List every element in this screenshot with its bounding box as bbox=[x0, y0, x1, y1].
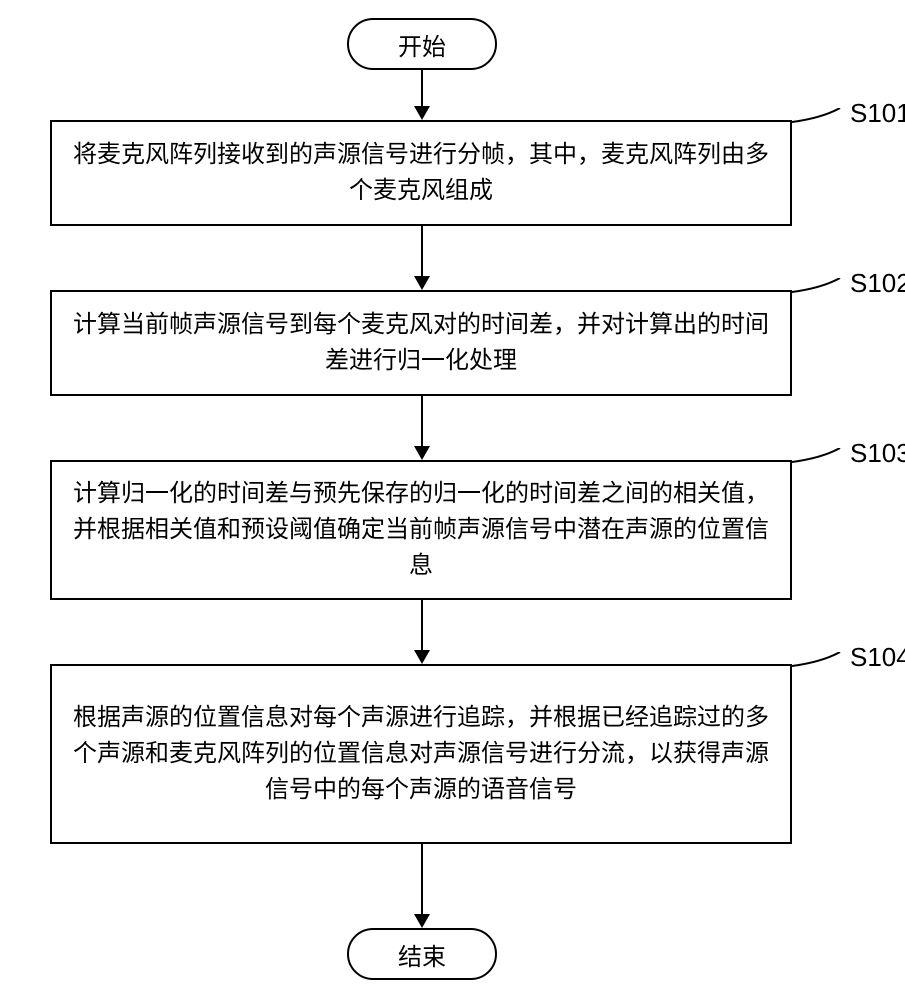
arrow-1 bbox=[421, 70, 423, 108]
connector-s104 bbox=[792, 652, 852, 692]
connector-s102 bbox=[792, 278, 852, 318]
arrow-1-head bbox=[414, 106, 430, 120]
start-terminal: 开始 bbox=[347, 18, 497, 70]
label-s102: S102 bbox=[850, 268, 905, 299]
arrow-3-head bbox=[414, 446, 430, 460]
process-s101-text: 将麦克风阵列接收到的声源信号进行分帧，其中，麦克风阵列由多个麦克风组成 bbox=[72, 137, 770, 209]
process-s102-text: 计算当前帧声源信号到每个麦克风对的时间差，并对计算出的时间差进行归一化处理 bbox=[72, 307, 770, 379]
label-s103: S103 bbox=[850, 438, 905, 469]
process-s104-text: 根据声源的位置信息对每个声源进行追踪，并根据已经追踪过的多个声源和麦克风阵列的位… bbox=[72, 700, 770, 808]
label-s104: S104 bbox=[850, 642, 905, 673]
end-terminal: 结束 bbox=[347, 928, 497, 980]
connector-s101 bbox=[792, 108, 852, 148]
flowchart-container: 开始 将麦克风阵列接收到的声源信号进行分帧，其中，麦克风阵列由多个麦克风组成 S… bbox=[0, 0, 905, 1000]
arrow-2-head bbox=[414, 276, 430, 290]
connector-s103 bbox=[792, 448, 852, 488]
process-s102: 计算当前帧声源信号到每个麦克风对的时间差，并对计算出的时间差进行归一化处理 bbox=[50, 290, 792, 396]
arrow-3 bbox=[421, 396, 423, 448]
arrow-5 bbox=[421, 844, 423, 916]
process-s104: 根据声源的位置信息对每个声源进行追踪，并根据已经追踪过的多个声源和麦克风阵列的位… bbox=[50, 664, 792, 844]
arrow-4 bbox=[421, 600, 423, 652]
arrow-2 bbox=[421, 226, 423, 278]
process-s101: 将麦克风阵列接收到的声源信号进行分帧，其中，麦克风阵列由多个麦克风组成 bbox=[50, 120, 792, 226]
label-s101: S101 bbox=[850, 98, 905, 129]
start-label: 开始 bbox=[398, 27, 446, 62]
end-label: 结束 bbox=[398, 937, 446, 972]
process-s103: 计算归一化的时间差与预先保存的归一化的时间差之间的相关值，并根据相关值和预设阈值… bbox=[50, 460, 792, 600]
arrow-5-head bbox=[414, 914, 430, 928]
arrow-4-head bbox=[414, 650, 430, 664]
process-s103-text: 计算归一化的时间差与预先保存的归一化的时间差之间的相关值，并根据相关值和预设阈值… bbox=[72, 476, 770, 584]
